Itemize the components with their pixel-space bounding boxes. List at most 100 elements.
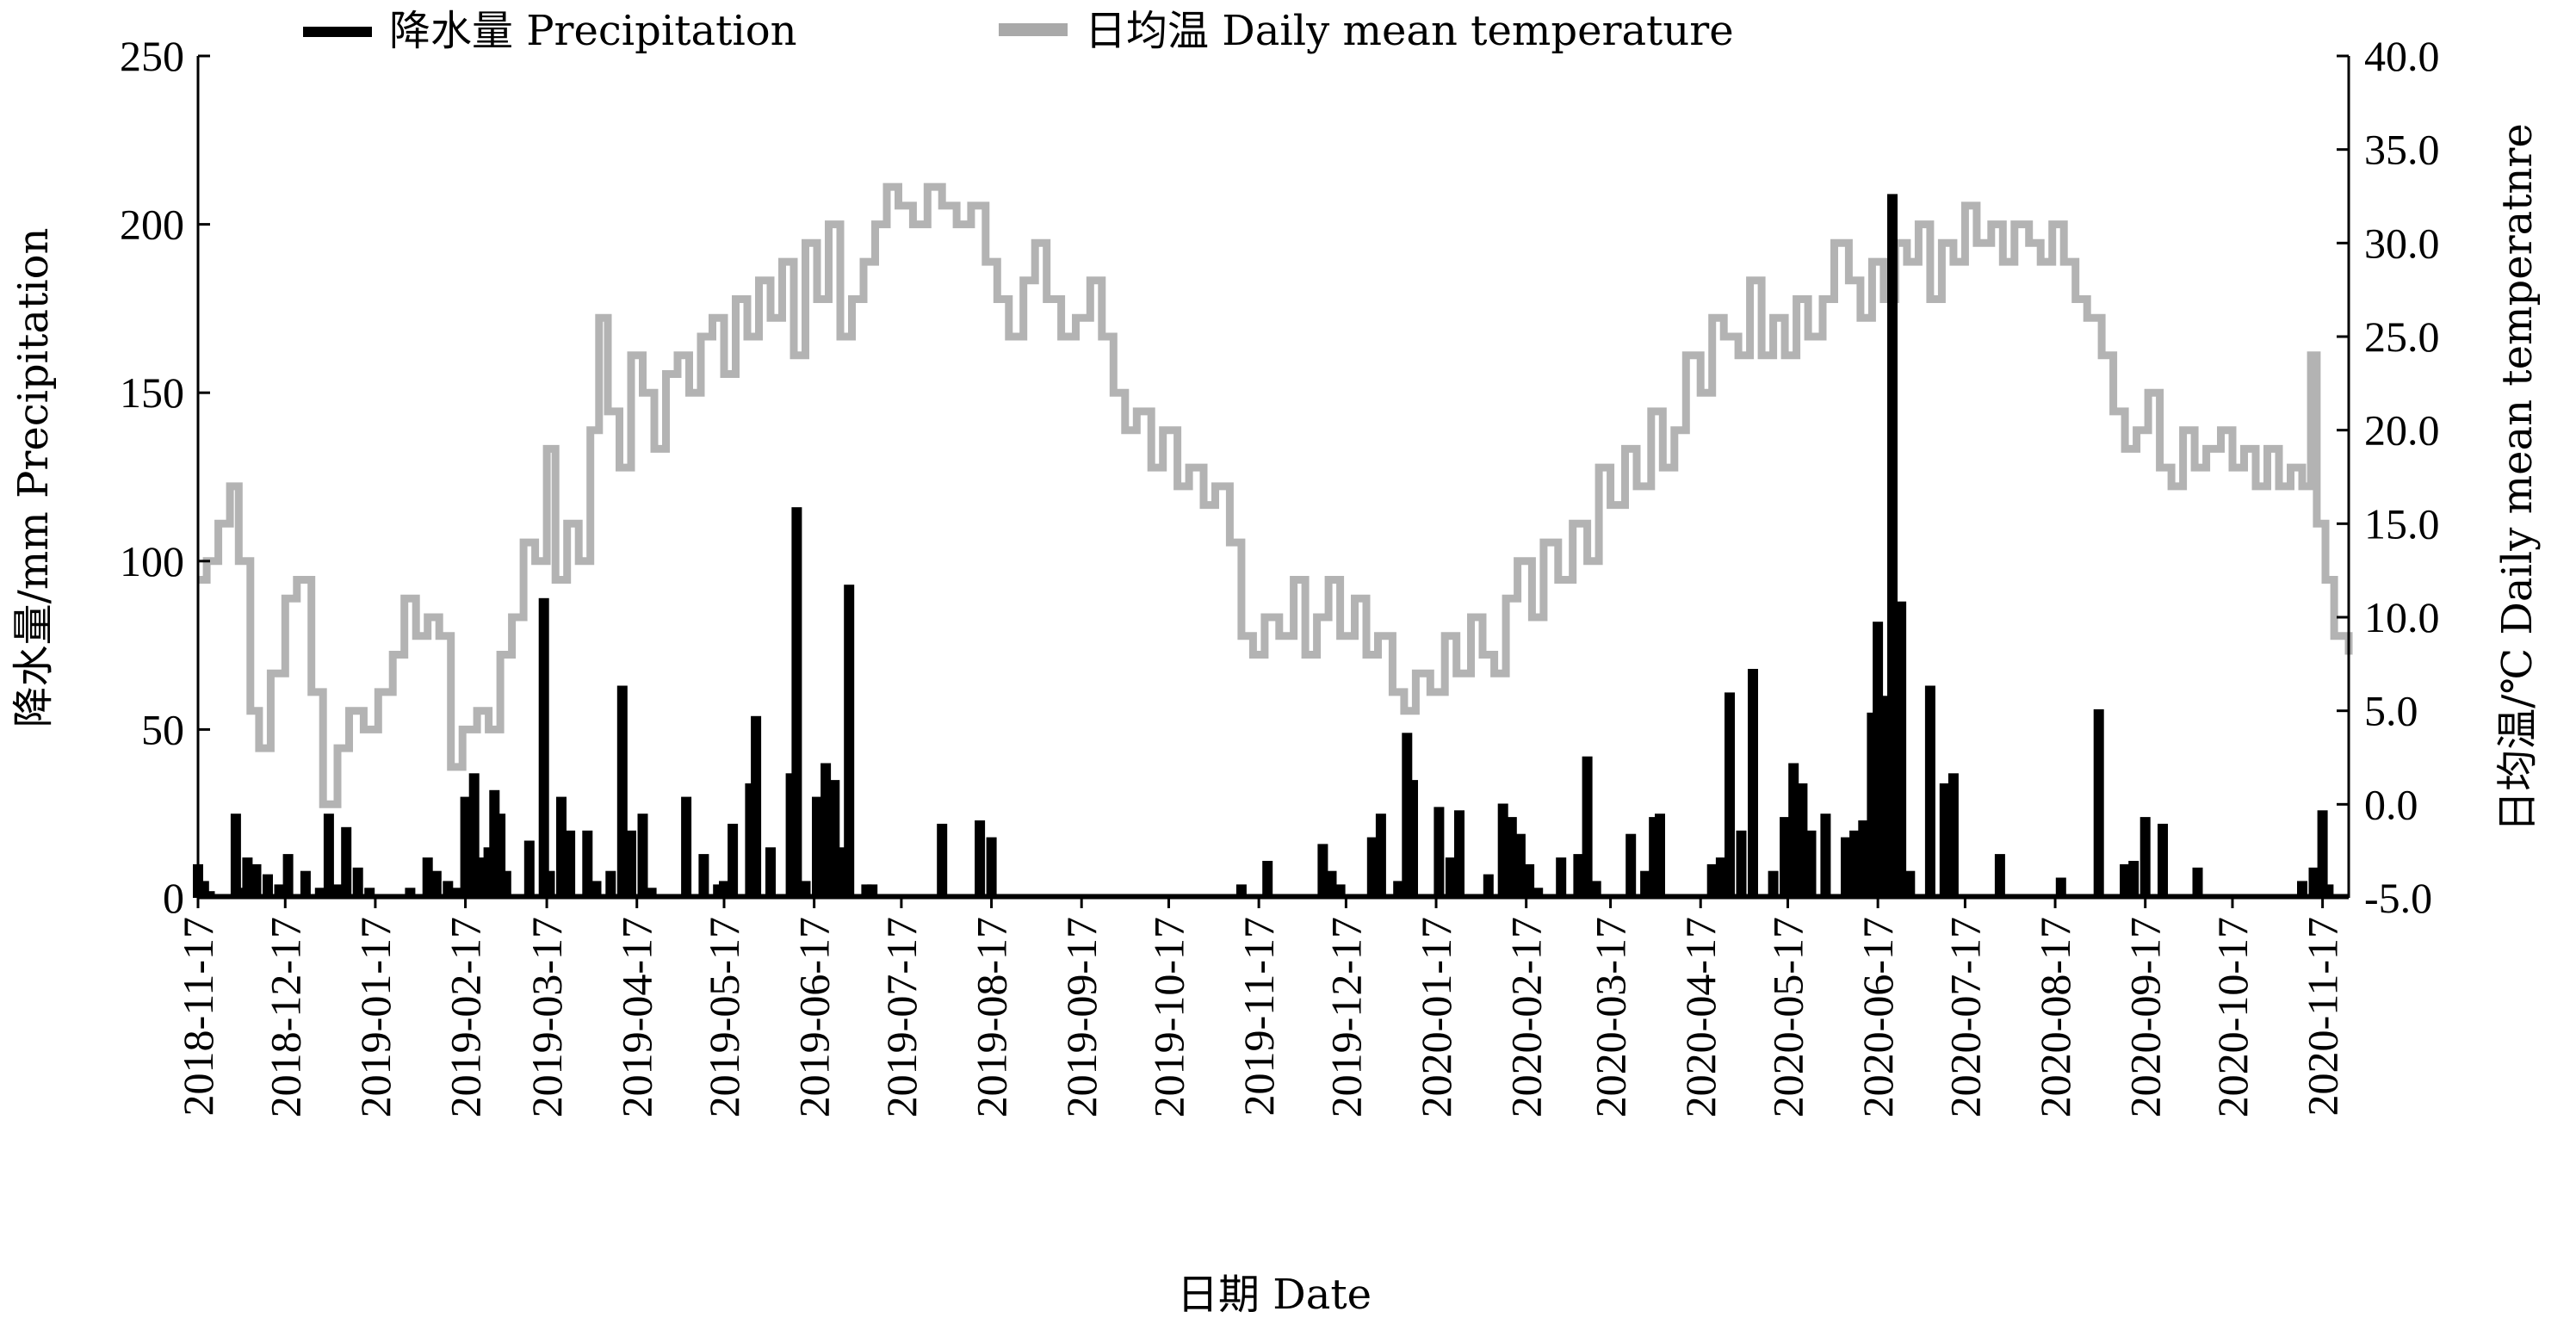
temperature-point bbox=[488, 728, 490, 730]
temperature-point bbox=[523, 541, 524, 543]
temperature-point bbox=[1415, 672, 1416, 674]
temperature-point bbox=[1089, 280, 1091, 282]
precipitation-bar bbox=[1706, 863, 1718, 898]
temperature-point bbox=[1860, 317, 1861, 319]
precipitation-bar bbox=[605, 870, 616, 898]
temperature-point bbox=[2086, 317, 2088, 319]
right-tick-label: -5.0 bbox=[2364, 874, 2432, 922]
right-tick-label: 10.0 bbox=[2364, 593, 2440, 641]
legend-swatch-precipitation bbox=[303, 27, 372, 37]
temperature-point bbox=[258, 747, 260, 749]
x-tick-label: 2018-11-17 bbox=[174, 917, 222, 1116]
temperature-point bbox=[1229, 541, 1230, 543]
precipitation-bar bbox=[1820, 814, 1831, 898]
precipitation-bar bbox=[251, 863, 262, 898]
temperature-point bbox=[1848, 280, 1849, 282]
precipitation-bar bbox=[2158, 823, 2168, 898]
precipitation-bar bbox=[1573, 854, 1584, 898]
temperature-point bbox=[985, 261, 987, 263]
temperature-point bbox=[461, 728, 463, 730]
precipitation-bar bbox=[1994, 854, 2005, 898]
precipitation-bar bbox=[937, 823, 948, 898]
precipitation-bar bbox=[1768, 870, 1779, 898]
temperature-point bbox=[1572, 523, 1574, 524]
legend: 降水量 Precipitation 日均温 Daily mean tempera… bbox=[303, 7, 1734, 55]
precipitation-bar bbox=[582, 830, 593, 898]
temperature-point bbox=[1328, 579, 1329, 580]
x-tick-label: 2020-01-17 bbox=[1412, 917, 1460, 1117]
precipitation-bar bbox=[1748, 669, 1758, 898]
x-tick-label: 2019-04-17 bbox=[613, 917, 661, 1117]
x-tick-label: 2020-02-17 bbox=[1502, 917, 1551, 1117]
x-tick-label: 2020-03-17 bbox=[1587, 917, 1635, 1117]
temperature-point bbox=[1871, 261, 1873, 263]
precipitation-bar bbox=[323, 814, 334, 898]
precipitation-bar bbox=[2317, 810, 2328, 898]
temperature-point bbox=[1784, 355, 1786, 356]
temperature-point bbox=[875, 224, 876, 226]
precipitation-bar bbox=[681, 796, 692, 898]
temperature-point bbox=[1749, 280, 1751, 282]
precipitation-bar bbox=[1797, 783, 1808, 898]
precipitation-bar bbox=[1904, 870, 1916, 898]
precipitation-bar bbox=[1858, 820, 1869, 898]
temperature-point bbox=[311, 691, 313, 693]
precipitation-bar bbox=[1556, 857, 1567, 898]
temperature-point bbox=[828, 224, 829, 226]
temperature-point bbox=[1834, 242, 1835, 244]
precipitation-bar bbox=[1887, 194, 1898, 898]
right-tick-label: 25.0 bbox=[2364, 312, 2440, 361]
precipitation-bar bbox=[1454, 810, 1464, 898]
temperature-point bbox=[1188, 467, 1190, 468]
x-axis-title: 日期 Date bbox=[1177, 1271, 1372, 1319]
temperature-point bbox=[1046, 299, 1048, 300]
precipitation-bar bbox=[314, 888, 325, 898]
precipitation-bar bbox=[1334, 884, 1346, 898]
temperature-point bbox=[782, 261, 783, 263]
right-tick-label: 20.0 bbox=[2364, 406, 2440, 455]
precipitation-bar bbox=[1725, 692, 1735, 898]
precipitation-bar bbox=[1506, 817, 1517, 898]
precipitation-bar bbox=[2323, 884, 2334, 898]
precipitation-bar bbox=[422, 857, 433, 898]
precipitation-bar bbox=[616, 685, 628, 898]
precipitation-bar bbox=[591, 881, 602, 898]
temperature-point bbox=[427, 616, 429, 618]
temperature-point bbox=[630, 355, 632, 356]
x-tick-label: 2020-08-17 bbox=[2031, 917, 2079, 1117]
x-tick-label: 2019-08-17 bbox=[968, 917, 1016, 1117]
temperature-point bbox=[337, 747, 338, 749]
precipitation-bar bbox=[443, 881, 454, 898]
temperature-point bbox=[450, 766, 452, 768]
precipitation-bar bbox=[1533, 888, 1544, 898]
temperature-point bbox=[250, 710, 251, 712]
temperature-point bbox=[2310, 355, 2312, 356]
temperature-point bbox=[218, 523, 220, 524]
left-tick-label: 0 bbox=[163, 874, 184, 922]
precipitation-bar bbox=[2120, 863, 2131, 898]
precipitation-bar bbox=[1393, 881, 1404, 898]
temperature-point bbox=[1587, 560, 1588, 562]
temperature-point bbox=[1456, 672, 1458, 674]
precipitation-bar bbox=[263, 874, 273, 898]
precipitation-bar bbox=[2128, 861, 2139, 898]
temperature-point bbox=[598, 317, 600, 319]
temperature-point bbox=[2290, 467, 2291, 468]
temperature-line bbox=[198, 183, 2353, 808]
temperature-point bbox=[1354, 597, 1355, 599]
legend-label-precipitation: 降水量 Precipitation bbox=[389, 7, 797, 55]
x-tick-label: 2019-07-17 bbox=[877, 917, 926, 1117]
precipitation-bar bbox=[1878, 696, 1889, 898]
precipitation-bar bbox=[1497, 803, 1508, 898]
precipitation-bar bbox=[820, 763, 832, 898]
precipitation-bar bbox=[2308, 867, 2319, 898]
precipitation-bar bbox=[1326, 870, 1337, 898]
temperature-point bbox=[1685, 355, 1687, 356]
temperature-point bbox=[1252, 654, 1254, 655]
temperature-point bbox=[1365, 654, 1367, 655]
x-tick-label: 2020-10-17 bbox=[2208, 917, 2257, 1117]
precipitation-bar bbox=[523, 840, 535, 898]
temperature-point bbox=[535, 560, 536, 562]
y-axis-title-left: 降水量/mm Precipitation bbox=[9, 228, 58, 728]
